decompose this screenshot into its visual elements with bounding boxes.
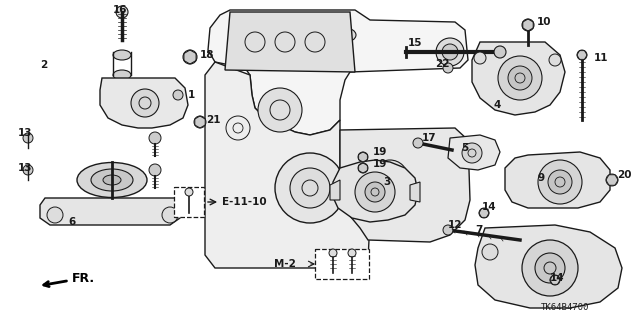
Ellipse shape bbox=[436, 38, 464, 66]
Text: 7: 7 bbox=[475, 225, 483, 235]
Ellipse shape bbox=[91, 169, 133, 191]
Circle shape bbox=[185, 188, 193, 196]
Circle shape bbox=[365, 182, 385, 202]
Polygon shape bbox=[472, 42, 565, 115]
Circle shape bbox=[183, 50, 197, 64]
Text: 17: 17 bbox=[422, 133, 436, 143]
Circle shape bbox=[173, 90, 183, 100]
Text: 16: 16 bbox=[113, 5, 127, 15]
Circle shape bbox=[116, 6, 128, 18]
Polygon shape bbox=[40, 198, 180, 225]
Polygon shape bbox=[505, 152, 610, 208]
Text: FR.: FR. bbox=[44, 271, 95, 286]
Ellipse shape bbox=[334, 28, 356, 42]
Polygon shape bbox=[340, 128, 470, 242]
Text: 11: 11 bbox=[594, 53, 609, 63]
Circle shape bbox=[149, 132, 161, 144]
Circle shape bbox=[290, 168, 330, 208]
Circle shape bbox=[498, 56, 542, 100]
Polygon shape bbox=[330, 180, 340, 200]
Text: 6: 6 bbox=[68, 217, 76, 227]
Circle shape bbox=[131, 89, 159, 117]
Circle shape bbox=[149, 164, 161, 176]
Circle shape bbox=[348, 249, 356, 257]
Circle shape bbox=[162, 207, 178, 223]
Circle shape bbox=[358, 163, 368, 173]
Circle shape bbox=[372, 160, 408, 196]
Circle shape bbox=[194, 116, 206, 128]
Text: 22: 22 bbox=[435, 59, 449, 69]
Text: 5: 5 bbox=[461, 143, 468, 153]
Circle shape bbox=[549, 54, 561, 66]
Text: 13: 13 bbox=[18, 128, 33, 138]
Ellipse shape bbox=[113, 70, 131, 80]
Text: 4: 4 bbox=[494, 100, 501, 110]
Circle shape bbox=[329, 249, 337, 257]
Circle shape bbox=[494, 46, 506, 58]
Text: 2: 2 bbox=[40, 60, 47, 70]
Circle shape bbox=[23, 165, 33, 175]
Text: 14: 14 bbox=[550, 273, 564, 283]
Circle shape bbox=[508, 66, 532, 90]
Polygon shape bbox=[225, 12, 355, 72]
FancyBboxPatch shape bbox=[174, 187, 204, 217]
Circle shape bbox=[275, 153, 345, 223]
Polygon shape bbox=[448, 135, 500, 170]
Circle shape bbox=[442, 44, 458, 60]
Text: TK64B4700: TK64B4700 bbox=[541, 302, 589, 311]
Polygon shape bbox=[208, 10, 468, 135]
FancyBboxPatch shape bbox=[315, 249, 369, 279]
Circle shape bbox=[413, 138, 423, 148]
Circle shape bbox=[474, 52, 486, 64]
Circle shape bbox=[358, 152, 368, 162]
Polygon shape bbox=[205, 62, 370, 268]
Ellipse shape bbox=[284, 28, 306, 42]
Text: 19: 19 bbox=[373, 159, 387, 169]
Circle shape bbox=[606, 174, 618, 186]
Circle shape bbox=[522, 240, 578, 296]
Ellipse shape bbox=[113, 50, 131, 60]
Circle shape bbox=[355, 172, 395, 212]
Circle shape bbox=[548, 170, 572, 194]
Circle shape bbox=[482, 244, 498, 260]
Text: 15: 15 bbox=[408, 38, 422, 48]
Text: M-2: M-2 bbox=[274, 259, 296, 269]
Circle shape bbox=[522, 19, 534, 31]
Text: 3: 3 bbox=[383, 177, 390, 187]
Text: 20: 20 bbox=[617, 170, 632, 180]
Text: 14: 14 bbox=[482, 202, 497, 212]
Ellipse shape bbox=[103, 175, 121, 185]
Text: 1: 1 bbox=[188, 90, 195, 100]
Text: 13: 13 bbox=[18, 163, 33, 173]
Circle shape bbox=[479, 208, 489, 218]
Text: 9: 9 bbox=[537, 173, 544, 183]
Polygon shape bbox=[410, 182, 420, 202]
Circle shape bbox=[550, 275, 560, 285]
Text: 10: 10 bbox=[537, 17, 552, 27]
Text: 12: 12 bbox=[448, 220, 463, 230]
Circle shape bbox=[577, 50, 587, 60]
Ellipse shape bbox=[309, 28, 331, 42]
Circle shape bbox=[462, 143, 482, 163]
Circle shape bbox=[538, 160, 582, 204]
Polygon shape bbox=[100, 78, 188, 128]
Ellipse shape bbox=[259, 28, 281, 42]
Ellipse shape bbox=[77, 162, 147, 197]
Circle shape bbox=[443, 225, 453, 235]
Circle shape bbox=[258, 88, 302, 132]
Text: 19: 19 bbox=[373, 147, 387, 157]
Circle shape bbox=[23, 133, 33, 143]
Text: E-11-10: E-11-10 bbox=[222, 197, 267, 207]
Circle shape bbox=[535, 253, 565, 283]
Polygon shape bbox=[332, 160, 418, 222]
Polygon shape bbox=[475, 225, 622, 308]
Circle shape bbox=[443, 63, 453, 73]
Text: 18: 18 bbox=[200, 50, 214, 60]
Text: 21: 21 bbox=[206, 115, 221, 125]
Circle shape bbox=[47, 207, 63, 223]
